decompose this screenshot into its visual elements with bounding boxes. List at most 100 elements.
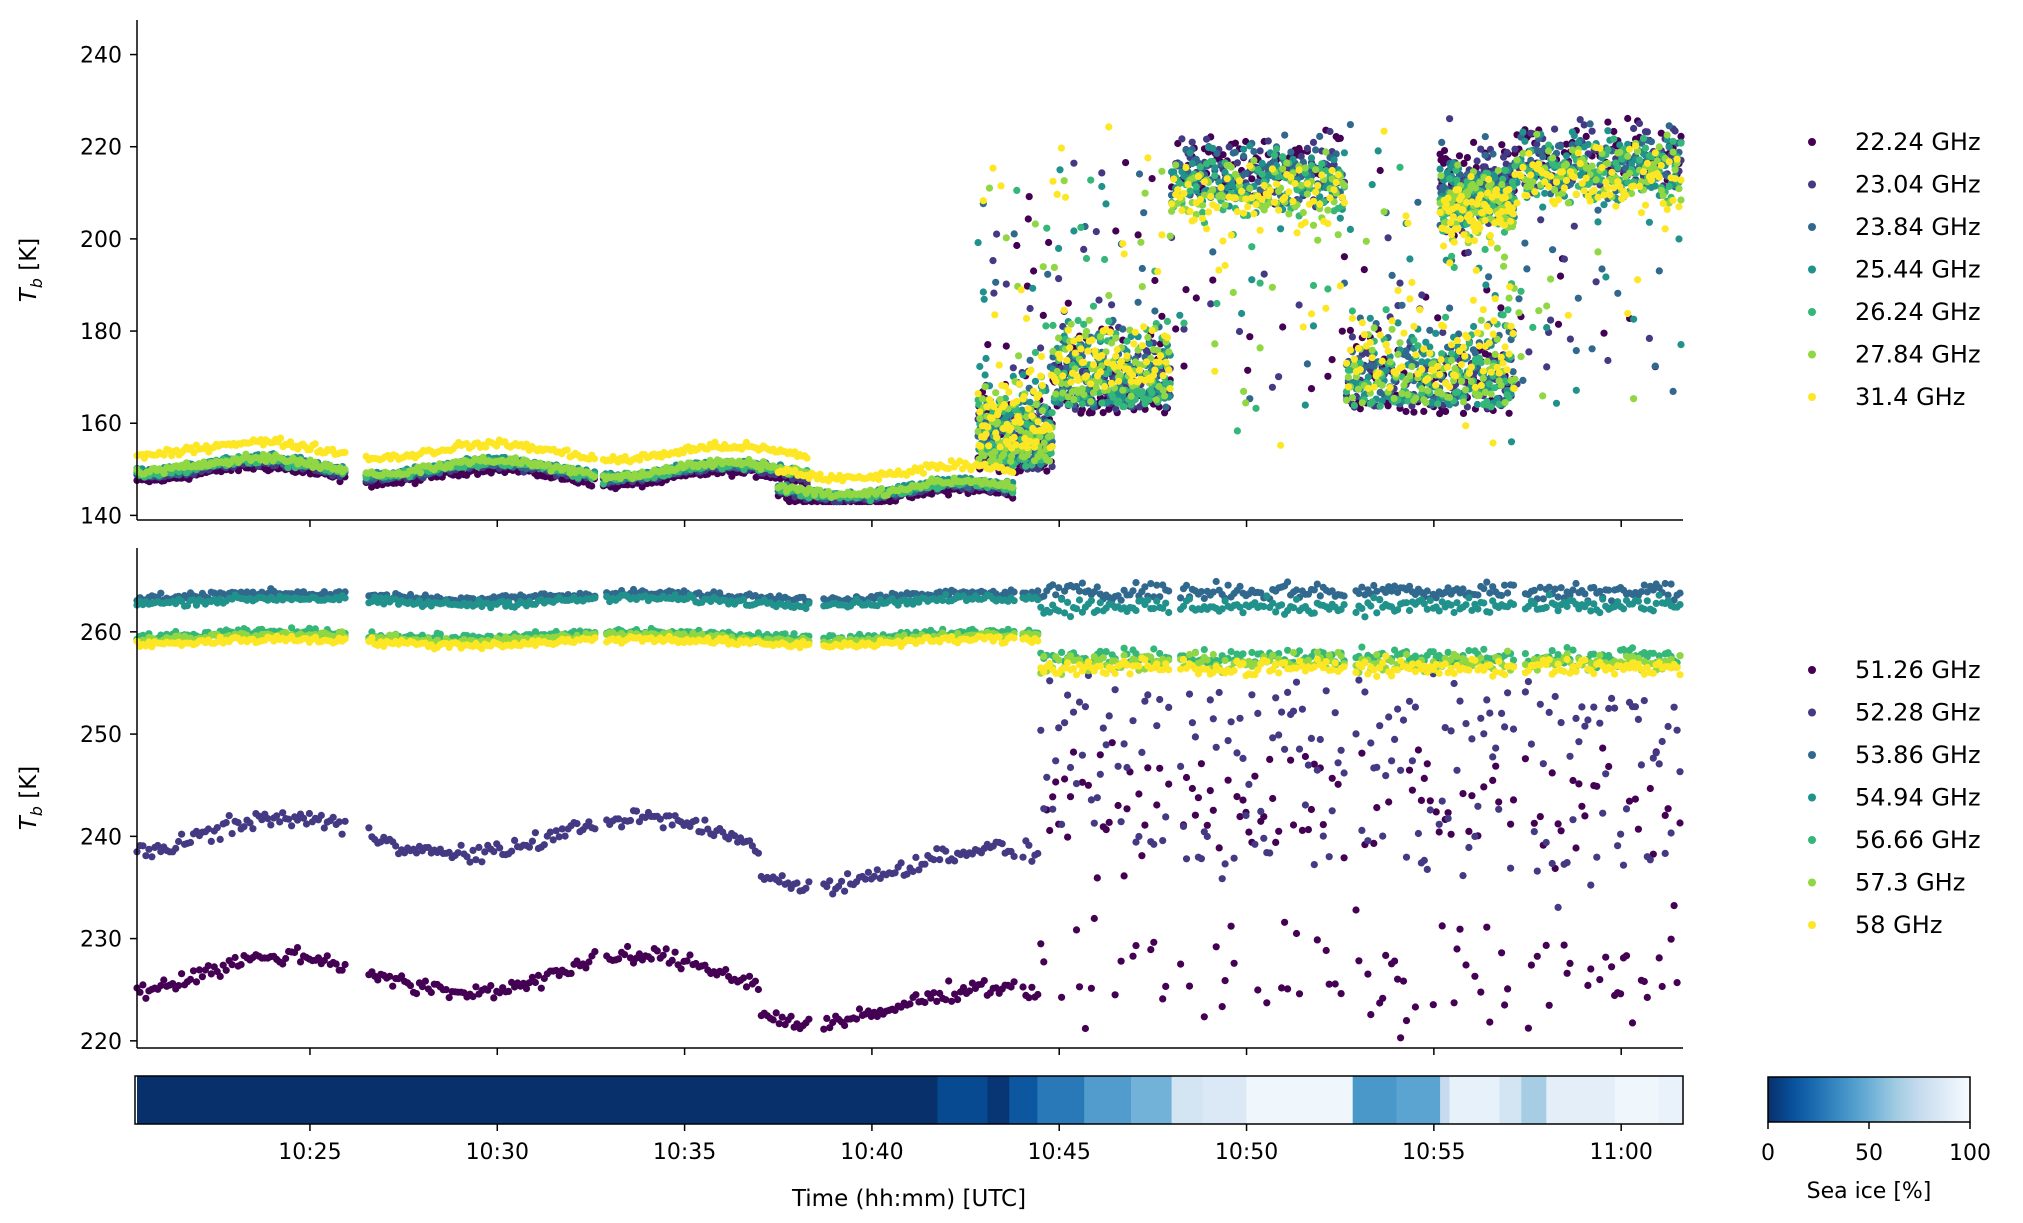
data-point [1082,327,1091,335]
data-point [1677,139,1685,147]
data-point [1566,335,1574,343]
data-point [1610,127,1618,136]
data-point [474,470,482,478]
data-point [1338,327,1346,335]
data-point [1657,129,1665,137]
data-point [1586,120,1594,128]
data-point [1440,147,1449,155]
data-point [1188,160,1196,168]
data-point [1176,179,1184,187]
data-point [1330,156,1338,164]
data-point [1045,238,1053,247]
data-point [1145,340,1153,348]
data-point [1324,285,1332,293]
data-point [1420,407,1428,415]
data-point [1309,322,1318,330]
data-point [1562,152,1570,160]
data-point [980,295,988,303]
data-point [1127,392,1135,400]
data-point [1231,148,1239,156]
data-point [1366,314,1374,322]
data-point [1138,264,1146,273]
data-point [1602,273,1610,281]
data-point [588,482,596,490]
data-point [1424,387,1432,395]
data-point [1448,350,1456,358]
data-point [1077,223,1085,231]
data-point [1594,206,1602,214]
data-point [1390,394,1398,402]
data-point [1442,313,1450,321]
data-point [1233,159,1241,167]
data-point [1250,147,1258,156]
data-point [1264,137,1272,145]
data-point [992,389,1000,397]
data-point [1418,291,1426,299]
data-point [1463,154,1471,162]
data-point [1481,151,1489,159]
data-point [1467,377,1475,385]
data-point [1024,215,1032,223]
data-point [1388,325,1396,333]
data-point [1134,231,1142,239]
data-point [1043,467,1051,475]
data-point [1166,232,1174,240]
data-point [1186,149,1194,157]
data-point [1324,372,1332,380]
data-point [1382,306,1390,314]
data-point [1148,175,1156,183]
data-point [1604,356,1612,365]
data-point [1408,363,1416,371]
data-point [1101,255,1109,264]
data-point [981,371,989,379]
data-point [1246,184,1254,192]
data-point [1346,121,1354,129]
data-point [1031,348,1039,357]
data-point [1483,397,1491,406]
data-point [1303,190,1311,198]
data-point [989,257,997,265]
data-point [1055,244,1063,252]
data-point [1112,405,1120,413]
data-point [1151,276,1159,285]
data-point [1635,156,1644,164]
data-point [1105,291,1113,300]
data-point [1396,163,1404,171]
data-point [1144,333,1152,341]
data-point [1491,384,1499,392]
data-point [1398,301,1406,309]
data-point [1233,427,1241,435]
data-point [1406,372,1414,380]
data-point [1318,160,1326,168]
data-point [1174,139,1182,148]
data-point [1188,138,1196,146]
data-point [1309,138,1318,146]
data-point [1376,166,1384,175]
data-point [1070,227,1078,235]
data-point [1519,128,1527,136]
data-point [1119,325,1127,333]
data-point [1630,124,1638,133]
data-point [1060,177,1068,185]
data-point [1303,144,1311,152]
data-point [1299,209,1307,217]
data-point [1039,311,1047,319]
data-point [976,362,984,371]
data-point [1037,344,1045,352]
data-point [1055,334,1063,342]
data-point [1477,316,1485,324]
data-point [1388,271,1396,279]
data-point [1501,399,1509,407]
data-point [1221,168,1229,176]
data-point [1434,314,1442,322]
data-point [1556,142,1565,150]
data-point [1460,159,1468,167]
data-point [1384,402,1392,410]
data-point [1402,347,1410,355]
data-point [1123,337,1131,345]
data-point [1172,325,1180,333]
data-point [1192,294,1200,302]
data-point [1677,341,1685,349]
data-point [1050,263,1058,271]
